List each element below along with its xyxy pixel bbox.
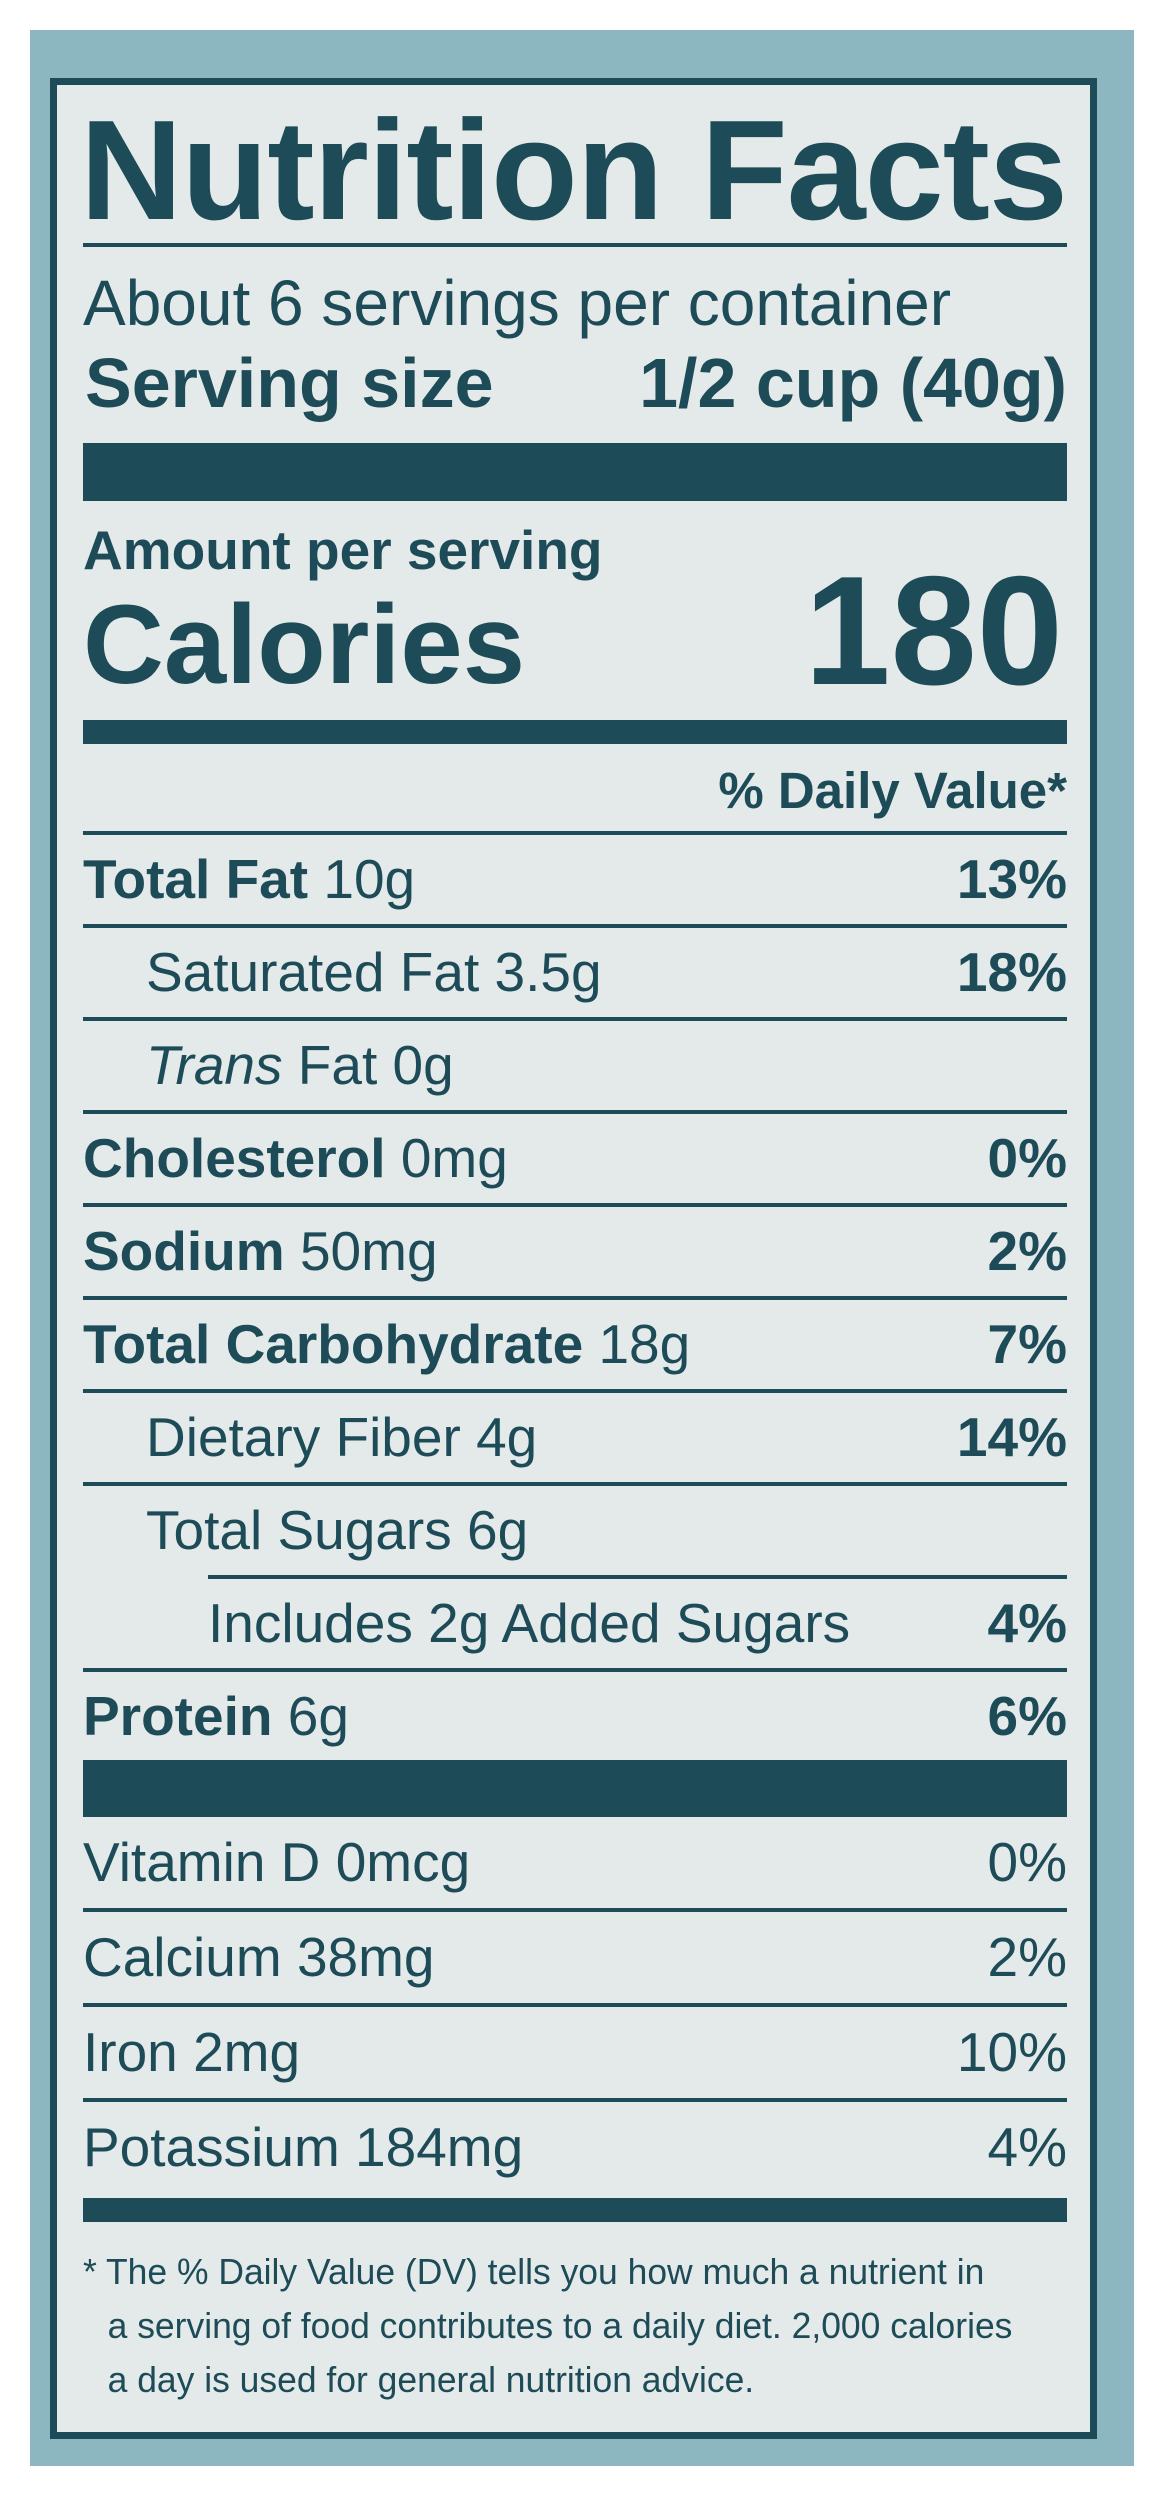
row-divider-indented — [208, 1575, 1067, 1579]
nutrient-name: Total Sugars — [146, 1499, 452, 1561]
row-divider — [83, 1296, 1067, 1300]
nutrient-dv: 18% — [956, 941, 1067, 1003]
nutrient-name: Protein — [83, 1685, 273, 1747]
nutrient-amount: 50mg — [299, 1220, 438, 1282]
row-divider — [83, 1482, 1067, 1486]
vitamin-row-calcium: Calcium 38mg 2% — [83, 1912, 1067, 2003]
nutrient-row-added-sugars: Includes 2g Added Sugars 4% — [83, 1579, 1067, 1668]
nutrient-row-total-fat: Total Fat 10g 13% — [83, 835, 1067, 924]
row-divider — [83, 1668, 1067, 1672]
calories-label: Calories — [83, 582, 525, 707]
vitamin-table: Vitamin D 0mcg 0% Calcium 38mg 2% Iron 2… — [83, 1817, 1067, 2193]
vitamin-row-iron: Iron 2mg 10% — [83, 2007, 1067, 2098]
nutrient-amount: 18g — [598, 1313, 691, 1375]
thick-divider — [83, 1760, 1067, 1817]
serving-size-value: 1/2 cup (40g) — [639, 344, 1067, 422]
row-divider — [83, 1389, 1067, 1393]
nutrient-row-saturated-fat: Saturated Fat 3.5g 18% — [83, 928, 1067, 1017]
row-divider — [83, 2098, 1067, 2102]
nutrient-name: Sodium — [83, 1220, 285, 1282]
nutrient-name: Total Fat — [83, 848, 309, 910]
row-divider — [83, 1017, 1067, 1021]
label-title: Nutrition Facts — [80, 91, 1068, 250]
amount-per-serving-label: Amount per serving — [83, 519, 603, 581]
nutrient-amount: 6g — [287, 1685, 349, 1747]
nutrient-dv: 0% — [987, 1127, 1068, 1189]
nutrient-amount: 10g — [323, 848, 416, 910]
nutrient-name: Saturated Fat — [146, 941, 480, 1003]
thick-divider — [83, 443, 1067, 501]
footnote-line: a day is used for general nutrition advi… — [107, 2359, 755, 2400]
medium-divider — [83, 2198, 1067, 2222]
nutrient-amount: 6g — [467, 1499, 529, 1561]
nutrient-amount: 0g — [392, 1034, 454, 1096]
vitamin-name: Vitamin D — [83, 1831, 321, 1893]
row-divider — [83, 1908, 1067, 1912]
row-divider — [83, 924, 1067, 928]
nutrient-name-italic: Trans — [146, 1034, 283, 1096]
nutrient-name: Cholesterol — [83, 1127, 386, 1189]
medium-divider — [83, 720, 1067, 744]
nutrient-name: Dietary Fiber — [146, 1406, 461, 1468]
servings-per-container: About 6 servings per container — [83, 267, 952, 339]
nutrient-dv: 13% — [956, 848, 1067, 910]
vitamin-name: Calcium — [83, 1926, 282, 1988]
nutrient-amount: 4g — [476, 1406, 538, 1468]
footnote-line: * The % Daily Value (DV) tells you how m… — [83, 2251, 985, 2292]
nutrient-amount: 0mg — [400, 1127, 508, 1189]
vitamin-dv: 4% — [987, 2116, 1068, 2178]
nutrient-row-protein: Protein 6g 6% — [83, 1672, 1067, 1760]
title-divider — [83, 243, 1067, 247]
nutrient-row-total-carbohydrate: Total Carbohydrate 18g 7% — [83, 1300, 1067, 1389]
nutrient-amount: 3.5g — [494, 941, 602, 1003]
vitamin-amount: 184mg — [355, 2116, 524, 2178]
vitamin-dv: 2% — [987, 1926, 1068, 1988]
vitamin-amount: 0mcg — [335, 1831, 471, 1893]
row-divider — [83, 1110, 1067, 1114]
nutrient-row-sodium: Sodium 50mg 2% — [83, 1207, 1067, 1296]
nutrient-row-trans-fat: Trans Fat 0g — [83, 1021, 1067, 1110]
row-divider — [83, 1203, 1067, 1207]
daily-value-header: % Daily Value* — [718, 762, 1067, 819]
nutrient-name: Includes 2g Added Sugars — [208, 1592, 851, 1654]
nutrient-dv: 4% — [987, 1592, 1068, 1654]
vitamin-row-vitamin-d: Vitamin D 0mcg 0% — [83, 1817, 1067, 1908]
nutrient-table: Total Fat 10g 13% Saturated Fat 3.5g 18%… — [83, 831, 1067, 1760]
nutrient-dv: 2% — [987, 1220, 1068, 1282]
nutrient-row-cholesterol: Cholesterol 0mg 0% — [83, 1114, 1067, 1203]
nutrient-name: Fat — [297, 1034, 378, 1096]
nutrient-name: Total Carbohydrate — [83, 1313, 584, 1375]
vitamin-dv: 10% — [956, 2021, 1067, 2083]
serving-size-label: Serving size — [85, 344, 494, 422]
nutrient-dv: 6% — [987, 1685, 1068, 1747]
footnote-line: a serving of food contributes to a daily… — [107, 2305, 1013, 2346]
nutrient-row-dietary-fiber: Dietary Fiber 4g 14% — [83, 1393, 1067, 1482]
calories-value: 180 — [804, 544, 1063, 717]
vitamin-name: Iron — [83, 2021, 178, 2083]
nutrient-dv: 14% — [956, 1406, 1067, 1468]
vitamin-name: Potassium — [83, 2116, 340, 2178]
row-divider — [83, 2003, 1067, 2007]
vitamin-amount: 38mg — [296, 1926, 435, 1988]
vitamin-dv: 0% — [987, 1831, 1068, 1893]
nutrient-row-total-sugars: Total Sugars 6g — [83, 1486, 1067, 1575]
vitamin-row-potassium: Potassium 184mg 4% — [83, 2102, 1067, 2193]
vitamin-amount: 2mg — [193, 2021, 301, 2083]
daily-value-footnote: * The % Daily Value (DV) tells you how m… — [83, 2245, 1073, 2407]
nutrient-dv: 7% — [987, 1313, 1068, 1375]
